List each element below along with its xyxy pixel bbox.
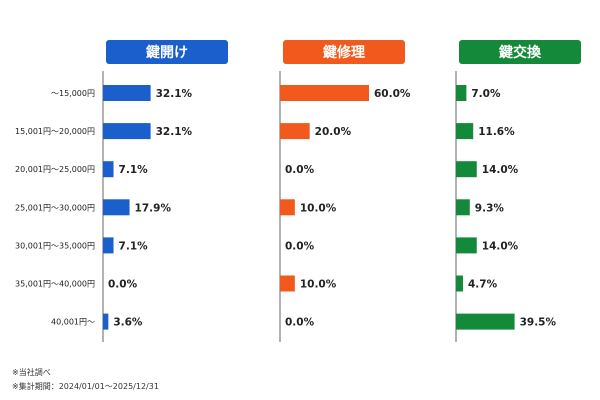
category-label: 15,001円～20,000円 [15, 127, 95, 136]
source-note: ※当社調べ [12, 368, 51, 377]
bar-0-6 [103, 313, 109, 330]
bar-1-0 [280, 85, 369, 101]
bar-value-label: 14.0% [482, 164, 519, 176]
bar-2-2 [456, 161, 477, 178]
bar-value-label: 60.0% [374, 88, 411, 100]
bar-2-3 [456, 199, 470, 216]
bar-0-1 [103, 123, 151, 140]
bar-value-label: 11.6% [478, 126, 515, 138]
bar-value-label: 20.0% [315, 126, 352, 138]
bar-value-label: 10.0% [300, 202, 337, 214]
bar-value-label: 9.3% [475, 202, 505, 214]
bar-2-1 [456, 123, 474, 140]
bar-1-3 [280, 199, 295, 216]
bar-2-5 [456, 275, 463, 292]
series-header-2 [459, 40, 581, 64]
series-header-label: 鍵開け [146, 44, 188, 61]
category-label: 20,001円～25,000円 [15, 165, 95, 174]
bar-value-label: 32.1% [156, 126, 193, 138]
bar-value-label: 7.1% [119, 164, 149, 176]
bar-0-3 [103, 199, 130, 216]
bar-value-label: 0.0% [108, 279, 138, 291]
bar-value-label: 7.1% [119, 240, 149, 252]
bar-0-4 [103, 237, 114, 254]
category-label: 35,001円～40,000円 [15, 280, 95, 289]
series-header-0 [106, 40, 228, 64]
series-header-label: 鍵修理 [323, 44, 365, 61]
bar-0-0 [103, 85, 151, 101]
category-label: ～15,000円 [51, 89, 95, 98]
bar-1-5 [280, 275, 295, 292]
category-label: 30,001円～35,000円 [15, 241, 95, 250]
bar-value-label: 14.0% [482, 240, 519, 252]
period-note: ※集計期間：2024/01/01～2025/12/31 [12, 382, 159, 391]
series-header-1 [283, 40, 405, 64]
bar-0-2 [103, 161, 114, 178]
bar-value-label: 0.0% [285, 240, 315, 252]
bar-1-1 [280, 123, 310, 140]
series-header-label: 鍵交換 [499, 44, 542, 61]
bar-value-label: 17.9% [135, 202, 172, 214]
bar-value-label: 0.0% [285, 317, 315, 329]
bar-value-label: 7.0% [471, 88, 501, 100]
bar-value-label: 10.0% [300, 279, 337, 291]
bar-value-label: 3.6% [113, 317, 143, 329]
bar-value-label: 32.1% [156, 88, 193, 100]
bar-2-0 [456, 85, 467, 101]
bar-value-label: 4.7% [468, 279, 498, 291]
bar-value-label: 39.5% [520, 317, 557, 329]
bar-value-label: 0.0% [285, 164, 315, 176]
bar-2-6 [456, 313, 515, 330]
category-label: 40,001円～ [51, 318, 95, 327]
category-label: 25,001円～30,000円 [15, 203, 95, 212]
bar-2-4 [456, 237, 477, 254]
